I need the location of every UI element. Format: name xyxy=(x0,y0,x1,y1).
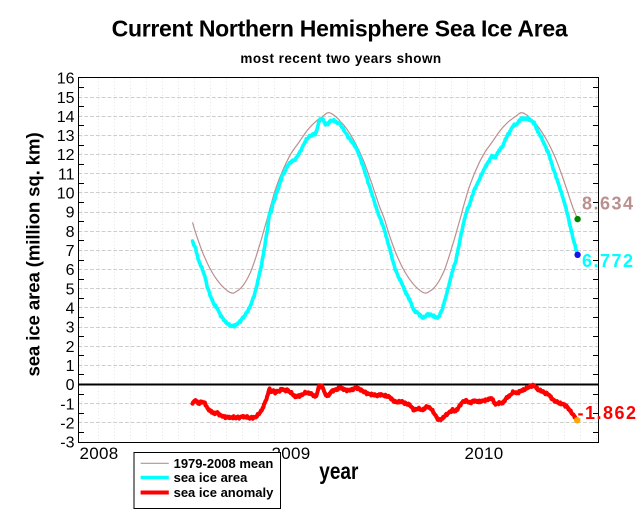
svg-text:-1: -1 xyxy=(60,396,74,413)
svg-text:10: 10 xyxy=(57,186,75,203)
svg-text:Current Northern Hemisphere Se: Current Northern Hemisphere Sea Ice Area xyxy=(112,16,568,42)
svg-text:3: 3 xyxy=(66,320,75,337)
svg-text:most recent two years shown: most recent two years shown xyxy=(240,51,441,66)
svg-text:9: 9 xyxy=(66,205,75,222)
svg-text:2010: 2010 xyxy=(464,444,503,463)
svg-text:sea ice area: sea ice area xyxy=(174,470,249,485)
svg-text:15: 15 xyxy=(57,90,75,107)
svg-text:6: 6 xyxy=(66,262,75,279)
svg-text:4: 4 xyxy=(66,300,75,317)
svg-text:-3: -3 xyxy=(60,435,74,452)
svg-text:6.772: 6.772 xyxy=(582,251,635,271)
svg-text:14: 14 xyxy=(57,109,75,126)
svg-text:2: 2 xyxy=(66,339,75,356)
svg-text:1979-2008 mean: 1979-2008 mean xyxy=(174,456,274,471)
svg-text:0: 0 xyxy=(66,377,75,394)
svg-text:2009: 2009 xyxy=(271,444,310,463)
svg-text:8: 8 xyxy=(66,224,75,241)
svg-text:13: 13 xyxy=(57,128,75,145)
svg-text:-2: -2 xyxy=(60,415,74,432)
svg-text:-1.862: -1.862 xyxy=(578,403,638,423)
svg-text:sea ice area (million sq. km): sea ice area (million sq. km) xyxy=(23,132,44,376)
svg-text:5: 5 xyxy=(66,281,75,298)
svg-text:8.634: 8.634 xyxy=(582,194,635,214)
svg-text:year: year xyxy=(319,459,358,484)
svg-text:1: 1 xyxy=(66,358,75,375)
svg-text:16: 16 xyxy=(57,71,75,88)
svg-text:sea ice anomaly: sea ice anomaly xyxy=(174,485,274,500)
svg-text:12: 12 xyxy=(57,147,75,164)
svg-text:2008: 2008 xyxy=(79,444,118,463)
svg-text:7: 7 xyxy=(66,243,75,260)
svg-text:11: 11 xyxy=(58,166,75,183)
